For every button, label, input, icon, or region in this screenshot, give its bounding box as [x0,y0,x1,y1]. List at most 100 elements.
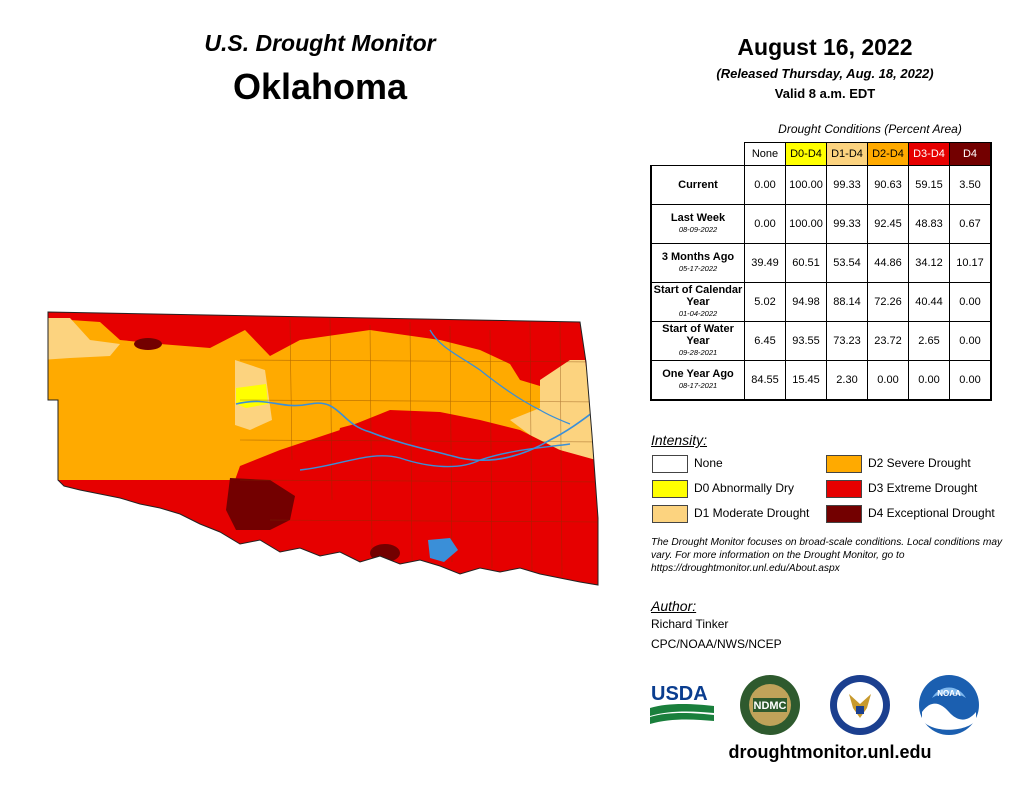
row-date: 05-17-2022 [678,264,718,273]
table-cell: 2.30 [826,360,868,401]
table-caption: Drought Conditions (Percent Area) [778,122,962,136]
row-date: 08-09-2022 [678,225,718,234]
column-header-d0-d4: D0-D4 [785,142,827,166]
river [235,400,597,461]
table-cell: 0.00 [949,321,992,361]
row-label: Start of Calendar Year 01-04-2022 [650,282,745,322]
table-cell: 23.72 [867,321,909,361]
column-header-d1-d4: D1-D4 [826,142,868,166]
table-cell: 88.14 [826,282,868,322]
valid-time: Valid 8 a.m. EDT [774,86,876,101]
row-label-text: 3 Months Ago [661,251,735,263]
river [429,329,571,425]
table-cell: 0.00 [867,360,909,401]
table-row: Current 0.00 100.00 99.33 90.63 59.15 3.50 [650,165,992,205]
legend-label: D3 Extreme Drought [868,481,978,495]
row-label-text: Current [678,179,718,191]
usda-logo: USDA [650,683,714,724]
table-cell: 10.17 [949,243,992,283]
map-title: U.S. Drought Monitor [204,30,436,56]
lake-texoma [428,538,458,562]
disclaimer-note: The Drought Monitor focuses on broad-sca… [651,537,1003,574]
legend-swatch [652,505,688,523]
row-label-text: Last Week [670,212,726,224]
table-cell: 84.55 [744,360,786,401]
table-corner [651,142,745,166]
row-label-text: One Year Ago [662,368,734,380]
state-title: Oklahoma [232,66,408,107]
table-row: One Year Ago 08-17-2021 84.55 15.45 2.30 0.00… [650,360,992,401]
legend-title: Intensity: [651,432,708,448]
row-date: 09-28-2021 [678,348,718,357]
column-header-none: None [744,142,786,166]
map-date: August 16, 2022 [737,34,913,60]
row-date: 01-04-2022 [678,309,718,318]
svg-text:NDMC: NDMC [754,700,787,712]
table-header-row: None D0-D4 D1-D4 D2-D4 D3-D4 D4 [651,142,992,166]
table-cell: 90.63 [867,165,909,205]
table-cell: 39.49 [744,243,786,283]
table-cell: 48.83 [908,204,950,244]
table-cell: 0.00 [949,282,992,322]
table-cell: 100.00 [785,204,827,244]
d0-region [236,384,268,408]
oklahoma-drought-map [47,311,599,586]
table-cell: 60.51 [785,243,827,283]
legend-label: D1 Moderate Drought [694,506,810,520]
table-cell: 59.15 [908,165,950,205]
legend-swatch [826,480,862,498]
website-url[interactable]: droughtmonitor.unl.edu [728,742,932,762]
table-cell: 3.50 [949,165,992,205]
table-cell: 6.45 [744,321,786,361]
table-cell: 93.55 [785,321,827,361]
author-name: Richard Tinker [651,617,729,631]
table-row: Last Week 08-09-2022 0.00 100.00 99.33 92.45 4… [650,204,992,244]
row-label: 3 Months Ago 05-17-2022 [650,243,745,283]
row-label: Start of Water Year 09-28-2021 [650,321,745,361]
legend-label: D0 Abnormally Dry [694,481,795,495]
d3-region-central [330,412,598,500]
column-header-d4: D4 [949,142,992,166]
legend-label: D2 Severe Drought [868,456,971,470]
column-header-d3-d4: D3-D4 [908,142,950,166]
table-cell: 72.26 [867,282,909,322]
state-outline [47,311,599,586]
d2-region [48,318,598,480]
noaa-logo: NOAA [919,675,979,735]
table-cell: 53.54 [826,243,868,283]
row-label-text: Start of Water Year [662,323,734,347]
d1-region-east [510,360,596,460]
table-cell: 0.67 [949,204,992,244]
row-date: 08-17-2021 [678,381,718,390]
d1-region-panhandle [48,318,120,360]
table-cell: 44.86 [867,243,909,283]
table-cell: 0.00 [744,204,786,244]
d4-region-panhandle [134,338,162,350]
row-label: Last Week 08-09-2022 [650,204,745,244]
table-cell: 0.00 [908,360,950,401]
column-header-d2-d4: D2-D4 [867,142,909,166]
d4-region-southwest [226,478,295,530]
table-row: Start of Water Year 09-28-2021 6.45 93.55 73… [650,321,992,361]
drought-conditions-table: None D0-D4 D1-D4 D2-D4 D3-D4 D4 Current 0.00 10… [650,142,992,401]
table-cell: 40.44 [908,282,950,322]
table-row: 3 Months Ago 05-17-2022 39.49 60.51 53.54 44.… [650,243,992,283]
svg-text:NOAA: NOAA [937,689,961,698]
d4-region-south [370,544,400,562]
table-cell: 100.00 [785,165,827,205]
table-row: Start of Calendar Year 01-04-2022 5.02 94.9… [650,282,992,322]
table-cell: 15.45 [785,360,827,401]
table-cell: 0.00 [744,165,786,205]
release-date: (Released Thursday, Aug. 18, 2022) [716,66,934,81]
legend-swatch [652,480,688,498]
row-label-text: Start of Calendar Year [653,284,743,308]
table-cell: 94.98 [785,282,827,322]
ndmc-logo: NDMC [740,675,800,735]
table-cell: 34.12 [908,243,950,283]
legend-swatch [826,455,862,473]
river [299,443,571,471]
row-label: Current [650,165,745,205]
table-cell: 73.23 [826,321,868,361]
commerce-seal-logo [830,675,890,735]
svg-text:USDA: USDA [651,683,708,705]
